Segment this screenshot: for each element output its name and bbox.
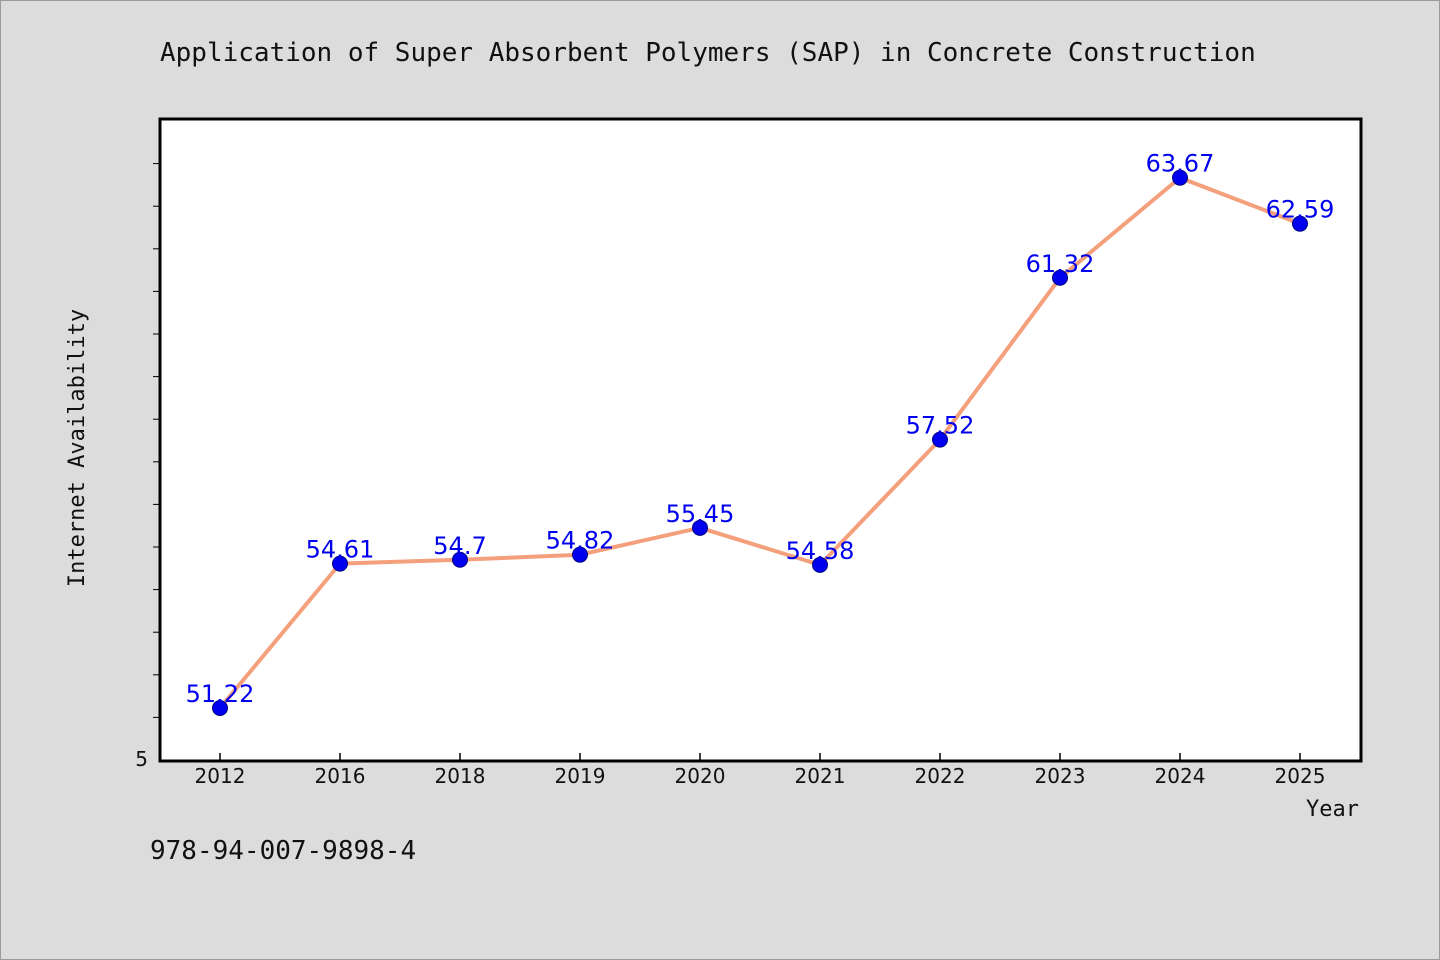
data-label-2021: 54.58: [786, 537, 855, 565]
data-label-2012: 51.22: [186, 680, 255, 708]
data-point-2019: [572, 546, 588, 563]
x-tick-label-2024: 2024: [1155, 764, 1206, 788]
data-point-2020: [692, 519, 708, 536]
x-axis-ticks: [219, 753, 1301, 761]
data-point-2022: [932, 431, 948, 448]
x-tick-label-2023: 2023: [1035, 764, 1086, 788]
data-labels: 51.22 54.61 54.7 54.82 55.45 54.58 57.52 61.32 6…: [186, 150, 1335, 708]
y-tick-label: 5: [135, 747, 148, 771]
data-point-2012: [212, 700, 228, 717]
data-point-2018: [452, 551, 468, 568]
data-point-2024: [1172, 169, 1188, 186]
x-tick-label-2018: 2018: [435, 764, 486, 788]
x-tick-label-2012: 2012: [195, 764, 246, 788]
data-label-2016: 54.61: [306, 536, 375, 564]
data-point-2021: [812, 556, 828, 573]
x-tick-label-2020: 2020: [675, 764, 726, 788]
x-axis-label: Year: [1306, 797, 1359, 822]
data-point-2025: [1292, 215, 1308, 232]
y-axis-ticks: [153, 163, 160, 718]
x-tick-label-2019: 2019: [555, 764, 606, 788]
footer-code: 978-94-007-9898-4: [150, 836, 417, 866]
data-label-2022: 57.52: [906, 412, 975, 440]
data-label-2023: 61.32: [1026, 250, 1095, 278]
x-tick-label-2016: 2016: [315, 764, 366, 788]
data-label-2024: 63.67: [1146, 150, 1215, 178]
series-line: [218, 175, 1301, 710]
y-axis-label: Internet Availability: [65, 309, 90, 587]
data-label-2020: 55.45: [666, 500, 735, 528]
series-markers: [212, 169, 1308, 717]
x-tick-label-2025: 2025: [1275, 764, 1326, 788]
data-point-2023: [1052, 269, 1068, 286]
x-tick-label-2021: 2021: [795, 764, 846, 788]
data-label-2025: 62.59: [1266, 196, 1335, 224]
chart-title: Application of Super Absorbent Polymers …: [160, 38, 1256, 68]
plot-area: [158, 117, 1363, 763]
data-label-2018: 54.7: [433, 532, 486, 560]
data-label-2019: 54.82: [546, 527, 615, 555]
x-tick-labels: 2012 2016 2018 2019 2020 2021 2022 2023 2024 2025: [195, 764, 1326, 788]
x-tick-label-2022: 2022: [915, 764, 966, 788]
data-point-2016: [332, 555, 348, 572]
